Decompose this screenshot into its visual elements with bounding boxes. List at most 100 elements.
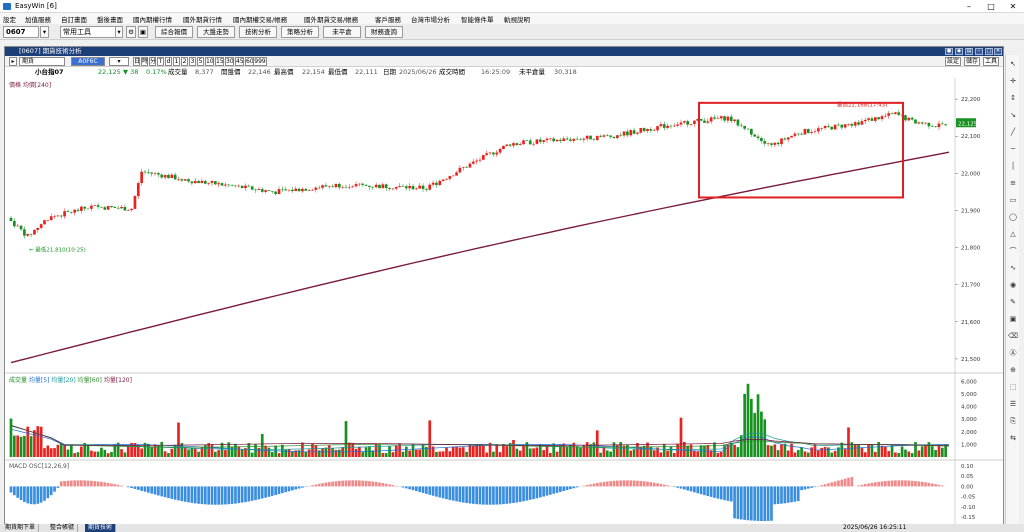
copy-icon[interactable]: ⎘ (1010, 417, 1016, 425)
freq-button-3[interactable]: T (157, 57, 164, 66)
panel-maximize-icon[interactable]: □ (985, 48, 993, 55)
volume-bar (96, 451, 100, 457)
freq-button-6[interactable]: 2 (181, 57, 188, 66)
toolbar-button-0[interactable]: 綜合報價 (155, 26, 193, 38)
toolbar-button-2[interactable]: 技術分析 (239, 26, 277, 38)
panel-close-icon[interactable]: ✕ (994, 48, 1002, 55)
menu-item-8[interactable]: 客戶服務 (375, 16, 401, 24)
freq-button-12[interactable]: 45 (235, 57, 244, 66)
arc-icon[interactable]: ⌒ (1009, 247, 1017, 255)
save-button[interactable]: 儲存 (964, 57, 980, 66)
bar-count-input[interactable]: 999 (253, 57, 267, 66)
toolbar-button-5[interactable]: 財務查詢 (365, 26, 403, 38)
macd-osc-bar (508, 486, 512, 504)
menu-item-6[interactable]: 國內期權交易/帳務 (233, 16, 288, 24)
candle-body (103, 207, 107, 210)
toolbar-button-4[interactable]: 未平倉 (323, 26, 361, 38)
menu-item-10[interactable]: 智能條件單 (461, 16, 494, 24)
candle-body (147, 172, 150, 173)
close-button[interactable]: ✕ (1009, 2, 1017, 11)
menu-item-2[interactable]: 自訂畫面 (61, 16, 87, 24)
candle-body (686, 121, 690, 125)
text-icon[interactable]: Ⓐ (1009, 349, 1017, 357)
tools-button[interactable]: 工具 (983, 57, 999, 66)
toolbar-button-3[interactable]: 策略分析 (281, 26, 319, 38)
panel-pin-icon[interactable]: ● (945, 48, 953, 55)
panel-link-icon[interactable]: ◆ (955, 48, 963, 55)
freq-button-2[interactable]: 分 (149, 57, 157, 66)
price-chart-svg[interactable]: 價格 均價[240] 成交量 均量[5] 均量[20] 均量[60] 均量[120… (5, 78, 1003, 526)
arrow-icon[interactable]: ↘ (1010, 111, 1016, 119)
panel-minimize-icon[interactable]: – (975, 48, 983, 55)
stock-code-input[interactable]: 0607 (3, 26, 39, 38)
macd-tick-label: -0.05 (961, 495, 976, 501)
pin-icon[interactable]: ▣ (138, 26, 148, 38)
menu-item-11[interactable]: 軌視說明 (504, 16, 530, 24)
gear-icon[interactable]: ⚙ (126, 26, 136, 38)
zoom-icon[interactable]: ⊕ (1010, 366, 1016, 374)
volume-bar (837, 447, 840, 457)
wave-icon[interactable]: ∿ (1010, 264, 1016, 272)
freq-button-10[interactable]: 15 (215, 57, 224, 66)
panel-copy-icon[interactable]: ▤ (965, 48, 973, 55)
swap-icon[interactable]: ⇆ (1010, 434, 1016, 442)
menu-item-0[interactable]: 設定 (3, 16, 16, 24)
contract-select[interactable]: A0F6C (71, 57, 105, 66)
macd-osc-bar (143, 486, 147, 492)
status-tab-1[interactable]: 整合帳號 (47, 524, 79, 532)
horizontal-line-icon[interactable]: ─ (1010, 145, 1016, 153)
volume-bar (773, 444, 777, 457)
list-icon[interactable]: ☰ (1009, 400, 1017, 408)
frame-icon[interactable]: ⬚ (1009, 383, 1017, 391)
triangle-icon[interactable]: △ (1010, 230, 1016, 238)
menu-item-1[interactable]: 加值服務 (25, 16, 51, 24)
candle-body (257, 189, 261, 190)
tools-dropdown-icon[interactable]: ▾ (115, 26, 123, 38)
menu-arrow-icon[interactable]: ▸ (9, 57, 17, 66)
freq-button-1[interactable]: 時 (141, 57, 149, 66)
candle-body (817, 128, 820, 132)
tools-select[interactable]: 常用工具 (60, 26, 122, 38)
menu-item-4[interactable]: 國內期權行情 (133, 16, 172, 24)
rectangle-icon[interactable]: ▭ (1009, 196, 1017, 204)
pointer-icon[interactable]: ↖ (1010, 60, 1016, 68)
volume-bar (549, 452, 552, 457)
parallel-line-icon[interactable]: ≡ (1010, 179, 1016, 187)
vertical-move-icon[interactable]: ↕ (1010, 94, 1016, 102)
crosshair-icon[interactable]: ✛ (1010, 77, 1016, 85)
freq-button-7[interactable]: 3 (189, 57, 196, 66)
trend-line-icon[interactable]: ╱ (1010, 128, 1016, 136)
freq-button-8[interactable]: 5 (197, 57, 204, 66)
menu-item-9[interactable]: 台灣市場分析 (411, 16, 450, 24)
freq-button-9[interactable]: 10 (205, 57, 214, 66)
period-select[interactable]: 期貨 (19, 57, 65, 66)
menu-item-7[interactable]: 國外期貨交易/帳務 (304, 16, 359, 24)
volume-bar (56, 444, 60, 457)
contract-dropdown-icon[interactable]: ▾ (109, 57, 129, 66)
macd-osc-bar (646, 481, 649, 487)
macd-osc-bar (783, 486, 787, 504)
macd-osc-bar (659, 483, 663, 487)
freq-button-5[interactable]: 1 (173, 57, 180, 66)
freq-button-11[interactable]: 30 (225, 57, 234, 66)
pencil-icon[interactable]: ✎ (1010, 298, 1016, 306)
ellipse-icon[interactable]: ◯ (1009, 213, 1017, 221)
macd-osc-bar (394, 485, 398, 487)
vertical-line-icon[interactable]: │ (1010, 162, 1016, 170)
target-icon[interactable]: ◉ (1009, 281, 1017, 289)
menu-item-5[interactable]: 國外期貨行情 (183, 16, 222, 24)
code-dropdown-icon[interactable]: ▾ (40, 26, 49, 38)
macd-osc-bar (709, 486, 713, 497)
status-tab-0[interactable]: 期貨期下單 (2, 524, 40, 532)
toolbar-button-1[interactable]: 大盤走勢 (197, 26, 235, 38)
menu-item-3[interactable]: 盤後畫面 (97, 16, 123, 24)
settings-button[interactable]: 設定 (945, 57, 961, 66)
minimize-button[interactable]: – (967, 2, 971, 11)
maximize-button[interactable]: □ (987, 2, 995, 11)
erase-icon[interactable]: ⌫ (1008, 332, 1018, 340)
box-icon[interactable]: ▣ (1009, 315, 1017, 323)
macd-osc-bar (33, 486, 36, 505)
freq-button-4[interactable]: d (165, 57, 172, 66)
status-tab-2[interactable]: 期貨技術 (85, 524, 117, 532)
freq-button-0[interactable]: 日 (133, 57, 141, 66)
